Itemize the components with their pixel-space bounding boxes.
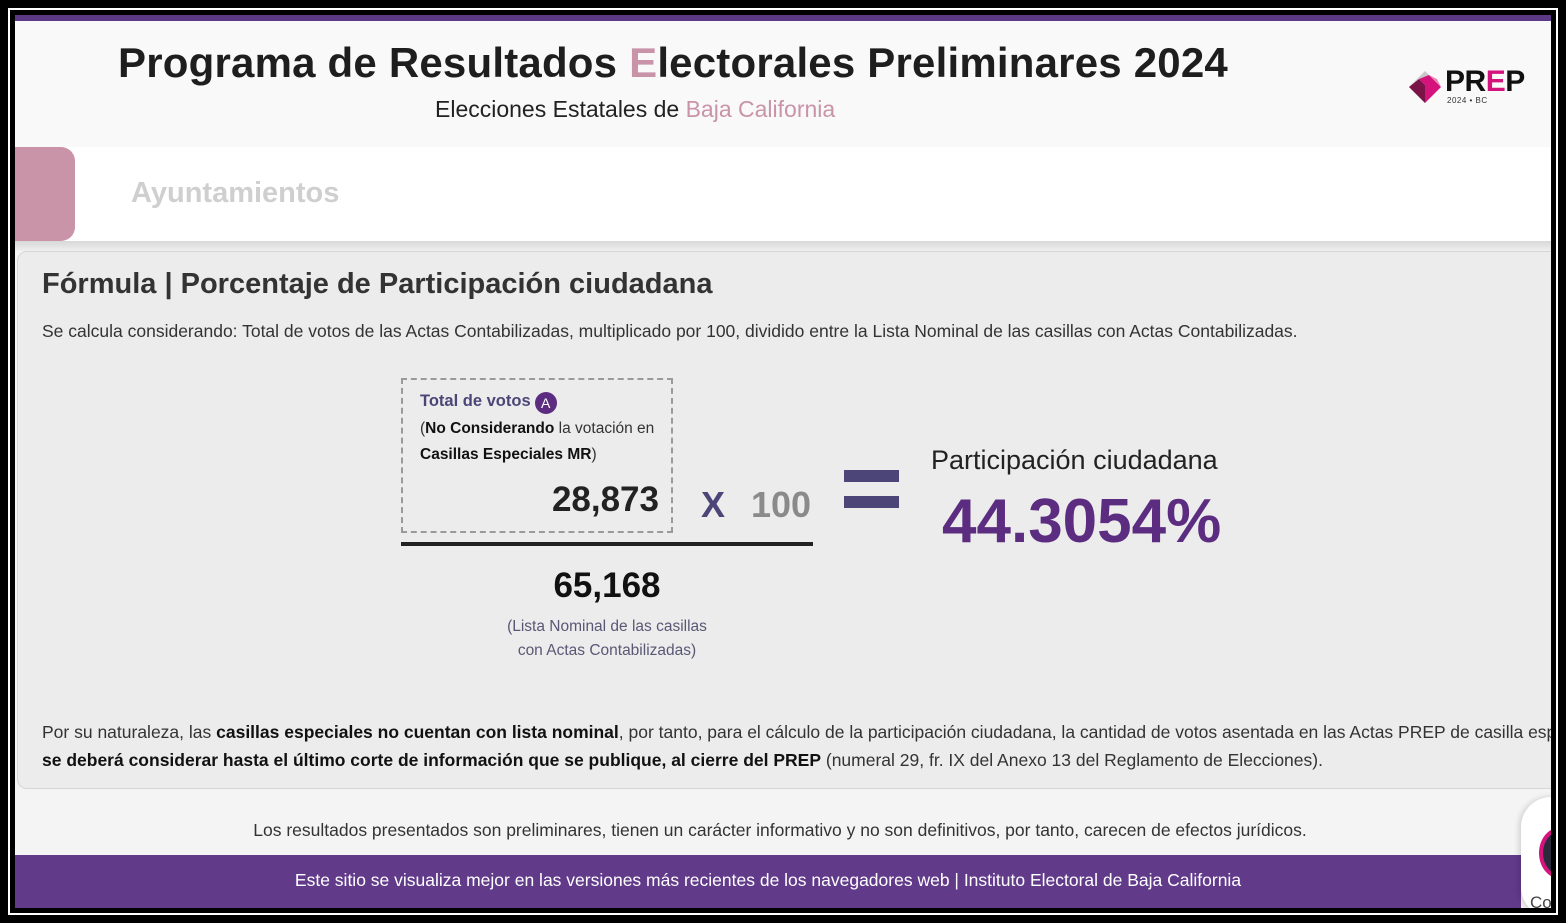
formula-card: Fórmula | Porcentaje de Participación ci… bbox=[17, 251, 1551, 789]
multiplier-value: 100 bbox=[751, 484, 812, 525]
formula-description: Se calcula considerando: Total de votos … bbox=[42, 321, 1298, 341]
page-subtitle: Elecciones Estatales de Baja California bbox=[435, 96, 836, 122]
participation-percentage: 44.3054% bbox=[942, 487, 1222, 556]
prep-logo[interactable]: PREP 2024 • BC bbox=[1407, 65, 1537, 109]
formula-title: Fórmula | Porcentaje de Participación ci… bbox=[42, 268, 713, 300]
equals-icon-top bbox=[844, 470, 899, 482]
fraction-divider bbox=[401, 542, 813, 546]
denominator-note-line1: (Lista Nominal de las casillas bbox=[507, 618, 707, 635]
browser-viewport: Programa de Resultados Electorales Preli… bbox=[15, 15, 1551, 908]
logo-wordmark: PREP bbox=[1445, 65, 1525, 98]
legal-disclaimer: Los resultados presentados son prelimina… bbox=[253, 820, 1307, 840]
prep-diamond-logo-icon bbox=[1409, 71, 1441, 103]
equals-icon-bottom bbox=[844, 496, 899, 508]
numerator-note-line1: (No Considerando la votación en bbox=[420, 420, 655, 437]
badge-a-icon: A bbox=[534, 392, 557, 414]
chat-avatar-icon bbox=[1539, 827, 1551, 879]
logo-subtitle: 2024 • BC bbox=[1447, 96, 1488, 105]
site-header: Programa de Resultados Electorales Preli… bbox=[15, 21, 1551, 147]
numerator-box: Total de votos A (No Considerando la vota… bbox=[401, 378, 673, 533]
top-accent-bar bbox=[15, 15, 1551, 21]
numerator-note-line2: Casillas Especiales MR) bbox=[420, 446, 597, 463]
footer-text: Este sitio se visualiza mejor en las ver… bbox=[294, 870, 1242, 890]
section-nav: Ayuntamientos bbox=[15, 147, 1551, 241]
active-tab-marker[interactable] bbox=[15, 147, 75, 241]
tab-ayuntamientos[interactable]: Ayuntamientos bbox=[131, 177, 340, 209]
total-votes-value: 28,873 bbox=[551, 480, 659, 519]
result-label: Participación ciudadana bbox=[931, 445, 1218, 475]
special-booths-note: Por su naturaleza, las casillas especial… bbox=[42, 722, 1551, 770]
page-title: Programa de Resultados Electorales Preli… bbox=[118, 39, 1228, 86]
frame-border bbox=[8, 8, 1558, 915]
nav-divider bbox=[15, 241, 1551, 251]
chat-widget-label: Co bbox=[1530, 893, 1551, 908]
chat-widget-button[interactable]: Co bbox=[1521, 797, 1551, 908]
site-footer: Este sitio se visualiza mejor en las ver… bbox=[15, 855, 1521, 908]
multiply-symbol: X bbox=[701, 484, 726, 525]
numerator-label: Total de votos A bbox=[420, 392, 557, 414]
nominal-list-value: 65,168 bbox=[553, 566, 661, 605]
denominator-note-line2: con Actas Contabilizadas) bbox=[517, 642, 697, 659]
